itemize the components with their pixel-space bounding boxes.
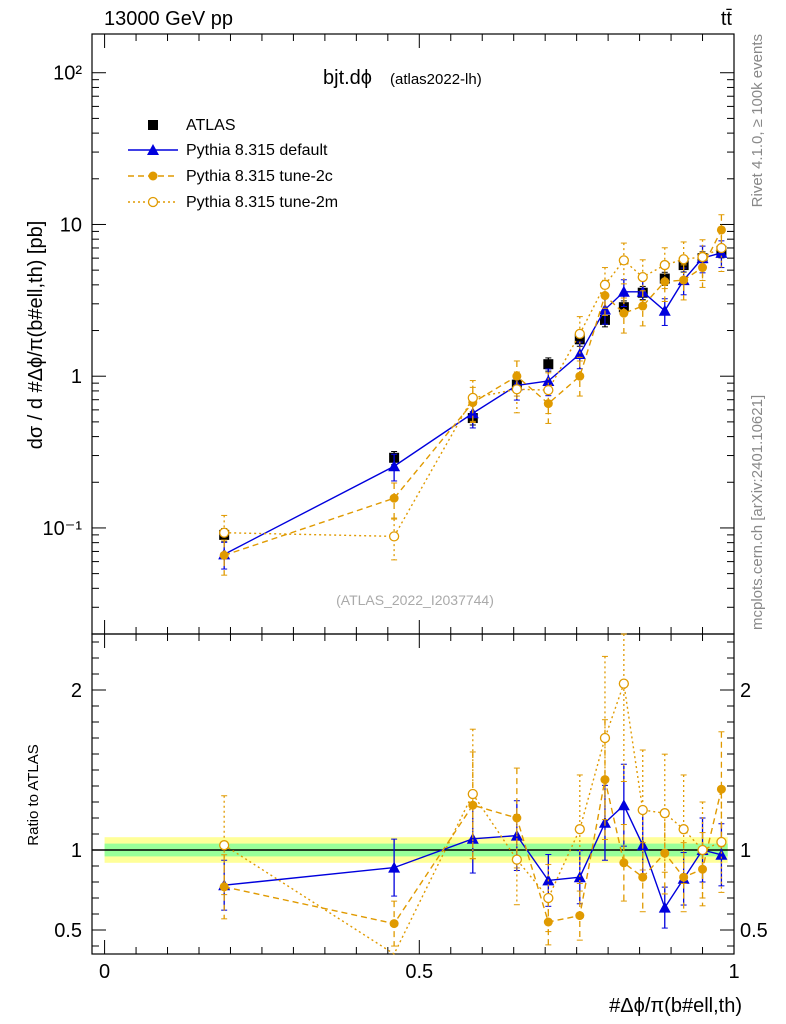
legend-label-default: Pythia 8.315 default [186,142,328,159]
main-tune-2m-point [678,254,689,265]
legend-marker-atlas [148,120,158,130]
ratio-tune-2m-point [697,844,708,856]
main-tune-2m-point [637,271,648,283]
main-tune-2m-point [599,279,611,291]
main-atlas-point [574,334,585,345]
ratio-y-tick-label: 1 [71,840,82,862]
y-tick-label: 10⁻¹ [43,518,83,540]
energy-label: 13000 GeV pp [104,8,233,30]
main-default-point [658,304,671,316]
main-tune-2c-point [219,550,229,560]
main-tune-2c-point [512,371,522,381]
main-tune-2m-point [467,392,478,404]
ratio-tune-2m-point [637,804,648,816]
main-tune-2c-point [698,263,708,273]
y-axis-label-main: dσ / d #Δϕ/π(b#ell,th) [pb] [25,221,47,450]
ratio-tune-2c-point [638,872,648,882]
main-tune-2m-point [716,242,727,254]
ratio-tune-2m-point [678,824,689,835]
ratio-tune-2m-point [467,788,478,800]
ratio-default-point [617,799,630,811]
legend-label-tune-2m: Pythia 8.315 tune-2m [186,194,338,211]
ratio-tune-2m-point [219,840,230,851]
ratio-default-point [388,861,401,873]
main-tune-2m-point [388,531,400,542]
legend-label-atlas: ATLAS [186,117,236,134]
main-tune-2m-point [697,251,708,263]
plot-title: bjt.dϕ [323,67,372,89]
main-default-point [388,460,401,472]
legend-marker-tune-2m [147,196,159,208]
ratio-tune-2c-point [512,813,522,823]
ratio-tune-2m-point [599,732,611,744]
main-tune-2m-group [219,230,727,561]
main-atlas-point [543,359,554,370]
rivet-note: Rivet 4.1.0, ≥ 100k events [749,34,766,207]
main-tune-2m-point [618,255,630,266]
main-tune-2m-point [659,259,670,271]
y-tick-label: 10² [53,63,82,85]
legend-marker-tune-2c [148,171,158,181]
y-tick-label: 1 [71,366,82,388]
legend-marks [128,120,178,208]
ratio-tune-2c-group [219,719,726,947]
main-tune-2m-point [543,384,554,396]
ratio-y-tick-label-right: 2 [740,680,751,702]
ratio-y-tick-label: 0.5 [54,920,82,942]
analysis-watermark: (ATLAS_2022_I2037744) [336,592,494,608]
legend-marker-default [147,144,159,155]
y-axis-label-ratio: Ratio to ATLAS [25,744,42,845]
main-tune-2m-point [511,384,523,395]
ratio-tune-2c-point [660,848,670,858]
legend-label-tune-2c: Pythia 8.315 tune-2c [186,168,333,185]
main-tune-2c-point [619,308,629,318]
x-tick-label: 1 [728,961,739,983]
ratio-tune-2m-point [511,854,523,865]
ratio-tune-2c-point [679,872,689,882]
ratio-tune-2m-point [574,824,585,835]
main-tune-2c-point [389,493,399,503]
process-label: tt̄ [721,8,733,30]
mcplots-note: mcplots.cern.ch [arXiv:2401.10621] [749,395,766,630]
ratio-tune-2m-point [659,808,670,819]
ratio-default-point [466,832,479,844]
y-tick-label: 10 [60,214,82,236]
ratio-tune-2c-point [543,917,553,927]
main-atlas-point [618,302,629,313]
ratio-frame [91,633,735,955]
main-default-point [617,285,630,297]
main-tune-2c-point [638,301,648,311]
main-tune-2c-point [660,277,670,287]
ratio-y-tick-label: 2 [71,680,82,702]
ratio-default-point [658,901,671,913]
ratio-tune-2m-point [543,892,554,904]
ratio-y-tick-label-right: 1 [740,840,751,862]
ratio-y-tick-label-right: 0.5 [740,920,768,942]
main-tune-2m-point [219,527,230,538]
series-layer [218,214,728,956]
x-tick-label: 0 [99,961,110,983]
main-tune-2m-point [574,328,585,340]
ratio-tune-2m-point [618,678,630,689]
ratio-tune-2c-point [389,919,399,929]
ratio-default-point [715,848,728,860]
x-axis-label: #Δϕ/π(b#ell,th) [609,995,742,1017]
main-tune-2c-point [716,225,726,235]
ratio-tune-2c-point [575,911,585,921]
plot-title-sub: (atlas2022-lh) [390,71,482,88]
ratio-tune-2c-point [619,858,629,868]
main-default-point [542,374,555,386]
legend: ATLAS Pythia 8.315 default Pythia 8.315 … [128,117,338,211]
main-tune-2c-point [600,291,610,301]
ratio-tune-2c-point [698,864,708,874]
main-default-point [598,303,611,315]
ratio-tune-2m-point [716,836,727,848]
ratio-tune-2c-point [600,775,610,785]
main-tune-2c-point [575,371,585,381]
x-tick-label: 0.5 [405,961,433,983]
ratio-tune-2m-group [219,633,727,956]
